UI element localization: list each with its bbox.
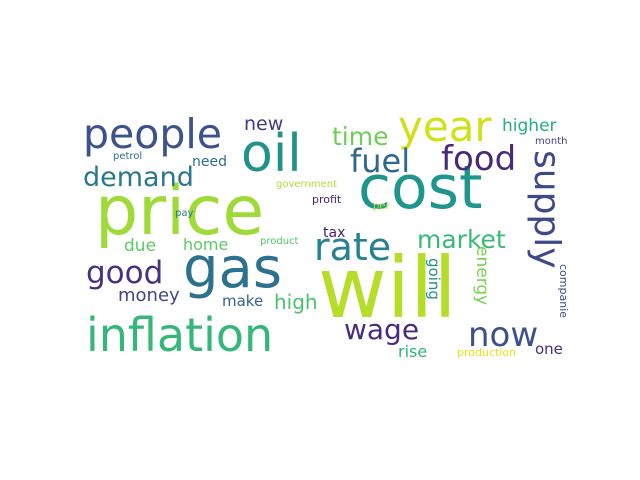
cloud-word-high: high [274,290,318,314]
cloud-word-market: market [417,225,506,254]
cloud-word-price: price [95,172,265,251]
cloud-word-food: food [441,139,517,179]
cloud-word-companie: companie [557,264,570,319]
cloud-word-oil: oil [241,124,302,184]
cloud-word-per: per [373,201,390,212]
cloud-word-people: people [83,110,222,158]
cloud-word-profit: profit [312,193,342,206]
cloud-word-going: going [425,258,443,300]
cloud-word-time: time [332,122,389,151]
cloud-word-good: good [86,255,164,291]
cloud-word-year: year [398,102,492,151]
cloud-word-higher: higher [502,116,557,136]
cloud-word-demand: demand [83,162,194,193]
cloud-word-inflation: inflation [86,308,274,362]
cloud-word-fuel: fuel [350,142,411,180]
cloud-word-one: one [535,340,563,358]
cloud-word-need: need [192,154,227,170]
cloud-word-money: money [118,285,180,306]
cloud-word-month: month [535,136,568,147]
cloud-word-tax: tax [323,225,346,241]
cloud-word-supply: supply [526,150,567,269]
cloud-word-cost: cost [358,153,483,223]
cloud-word-home: home [183,235,229,254]
cloud-word-make: make [222,292,264,310]
cloud-word-new: new [244,113,284,135]
cloud-word-wage: wage [344,313,420,346]
cloud-word-rise: rise [398,342,428,361]
cloud-word-energy: energy [472,246,492,306]
cloud-word-government: government [276,179,337,190]
cloud-word-pay: pay [175,208,194,219]
cloud-word-product: product [260,236,299,247]
cloud-word-gas: gas [183,236,283,301]
cloud-word-now: now [468,315,539,355]
cloud-word-due: due [124,236,157,256]
cloud-word-petrol: petrol [113,151,143,162]
cloud-word-rate: rate [314,225,392,269]
cloud-word-production: production [457,346,517,359]
cloud-word-will: will [318,239,457,337]
